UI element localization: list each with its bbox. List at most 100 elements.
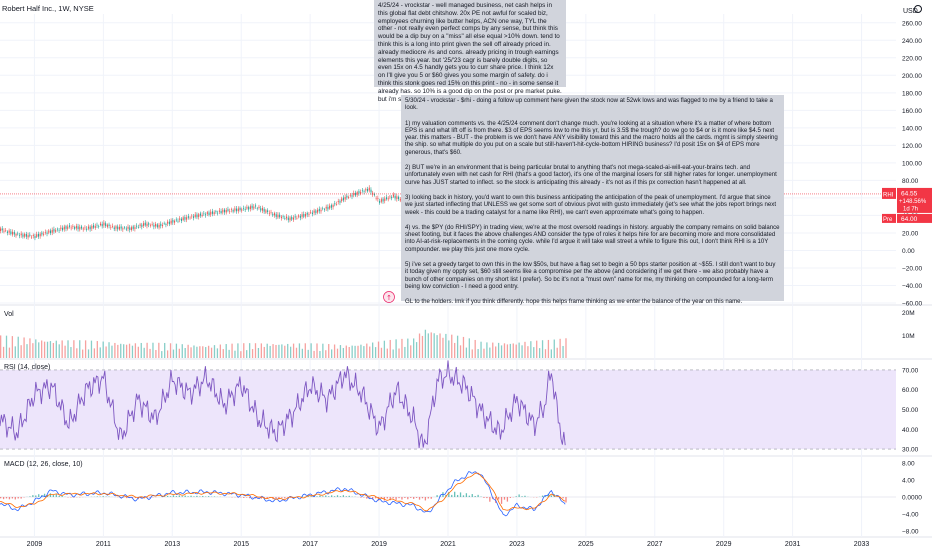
volume-tick-label: 10M bbox=[902, 333, 915, 340]
rsi-label: RSI (14, close) bbox=[4, 364, 50, 371]
price-candle bbox=[70, 227, 72, 229]
price-candle bbox=[210, 211, 212, 215]
price-candle bbox=[22, 234, 24, 237]
price-candle bbox=[44, 232, 46, 233]
price-candle bbox=[389, 196, 391, 198]
macd-histogram-bar bbox=[49, 493, 52, 497]
price-candle bbox=[384, 198, 386, 202]
price-candle bbox=[29, 234, 31, 236]
price-candle bbox=[32, 235, 34, 236]
volume-bar bbox=[169, 343, 172, 358]
price-candle bbox=[46, 232, 48, 234]
price-tick-label: 240.00 bbox=[902, 38, 922, 45]
volume-bar bbox=[193, 345, 195, 358]
volume-bar bbox=[131, 345, 134, 358]
macd-histogram-bar bbox=[32, 495, 34, 497]
price-candle bbox=[67, 226, 69, 229]
macd-histogram-bar bbox=[207, 496, 210, 497]
macd-histogram-bar bbox=[260, 497, 263, 499]
price-candle bbox=[222, 209, 224, 213]
price-candle bbox=[256, 208, 258, 209]
macd-histogram-bar bbox=[175, 496, 178, 497]
volume-bar bbox=[333, 344, 336, 358]
macd-histogram-bar bbox=[29, 496, 31, 497]
macd-histogram-bar bbox=[61, 495, 63, 497]
volume-bar bbox=[35, 339, 37, 358]
macd-histogram-bar bbox=[251, 497, 254, 498]
price-candle bbox=[334, 203, 336, 205]
macd-histogram-bar bbox=[503, 497, 506, 500]
volume-bar bbox=[213, 345, 216, 358]
price-candle bbox=[227, 209, 229, 211]
earnings-marker-icon[interactable] bbox=[383, 291, 395, 303]
price-candle bbox=[122, 228, 124, 230]
volume-bar bbox=[181, 344, 183, 358]
x-tick-label: 2023 bbox=[509, 541, 525, 548]
macd-histogram-bar bbox=[486, 497, 488, 499]
price-candle bbox=[365, 188, 367, 191]
macd-histogram-bar bbox=[518, 494, 520, 497]
rsi-tick-label: 60.00 bbox=[902, 387, 919, 394]
price-candle bbox=[296, 217, 298, 219]
ticker-tag-bg bbox=[882, 187, 896, 199]
x-tick-label: 2029 bbox=[716, 541, 732, 548]
price-candle bbox=[268, 212, 270, 214]
volume-bar bbox=[357, 345, 359, 358]
price-candle bbox=[224, 209, 226, 213]
macd-histogram-bar bbox=[515, 496, 517, 497]
price-candle bbox=[249, 206, 251, 209]
volume-bar bbox=[105, 346, 107, 358]
price-candle bbox=[387, 198, 389, 200]
price-candle bbox=[282, 216, 284, 217]
price-candle bbox=[322, 208, 324, 210]
macd-histogram-bar bbox=[102, 496, 104, 497]
volume-bar bbox=[410, 345, 412, 358]
macd-histogram-bar bbox=[246, 497, 248, 498]
settings-gear-icon[interactable] bbox=[914, 5, 922, 13]
note-5-30-24[interactable]: 5/30/24 - vrockstar - $rhi - doing a fol… bbox=[401, 95, 784, 305]
macd-histogram-bar bbox=[509, 497, 511, 498]
price-candle bbox=[377, 198, 379, 200]
volume-bar bbox=[111, 345, 113, 358]
macd-histogram-bar bbox=[456, 494, 459, 497]
volume-bar bbox=[474, 339, 476, 358]
price-candle bbox=[246, 206, 248, 209]
price-candle bbox=[215, 211, 217, 213]
volume-bar bbox=[61, 340, 63, 358]
macd-histogram-bar bbox=[281, 497, 283, 498]
price-candle bbox=[72, 225, 74, 227]
note-4-25-24[interactable]: 4/25/24 - vrockstar - well managed busin… bbox=[374, 0, 566, 103]
volume-bar bbox=[503, 343, 506, 358]
macd-histogram-bar bbox=[181, 496, 183, 497]
price-tick-label: 160.00 bbox=[902, 108, 922, 115]
macd-histogram-bar bbox=[307, 495, 309, 497]
macd-histogram-bar bbox=[547, 493, 550, 497]
price-candle bbox=[385, 197, 388, 200]
macd-tick-label: −4.00 bbox=[902, 511, 919, 518]
price-candle bbox=[167, 221, 169, 224]
pre-price-label: 64.00 bbox=[901, 216, 918, 223]
price-candle bbox=[394, 195, 396, 199]
volume-bar bbox=[248, 343, 251, 358]
price-candle bbox=[244, 208, 246, 210]
volume-bar bbox=[0, 335, 2, 358]
price-candle bbox=[367, 188, 369, 192]
macd-histogram-bar bbox=[17, 497, 19, 499]
volume-bar bbox=[263, 346, 265, 358]
price-candle bbox=[108, 224, 110, 226]
price-candle bbox=[86, 228, 88, 230]
volume-bar bbox=[292, 343, 295, 358]
price-tick-label: 140.00 bbox=[902, 125, 922, 132]
macd-histogram-bar bbox=[521, 496, 523, 497]
price-candle bbox=[170, 220, 172, 224]
x-tick-label: 2011 bbox=[96, 541, 111, 548]
price-tick-label: 200.00 bbox=[902, 73, 922, 80]
volume-bar bbox=[319, 351, 321, 358]
volume-bar bbox=[155, 349, 157, 358]
price-candle bbox=[179, 218, 181, 220]
price-candle bbox=[339, 200, 341, 203]
price-candle bbox=[375, 198, 377, 199]
volume-bar bbox=[477, 349, 479, 358]
volume-bar bbox=[251, 349, 254, 358]
x-tick-label: 2013 bbox=[165, 541, 181, 548]
